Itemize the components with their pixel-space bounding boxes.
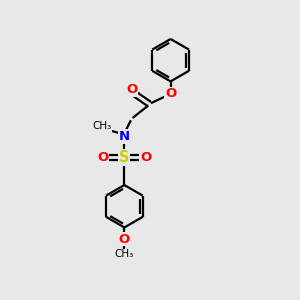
Text: O: O	[98, 151, 109, 164]
Text: CH₃: CH₃	[115, 249, 134, 259]
Text: S: S	[119, 150, 130, 165]
Text: O: O	[119, 233, 130, 246]
Text: O: O	[140, 151, 151, 164]
Text: O: O	[165, 87, 176, 100]
Text: N: N	[119, 130, 130, 143]
Text: CH₃: CH₃	[92, 122, 111, 131]
Text: O: O	[126, 83, 137, 96]
